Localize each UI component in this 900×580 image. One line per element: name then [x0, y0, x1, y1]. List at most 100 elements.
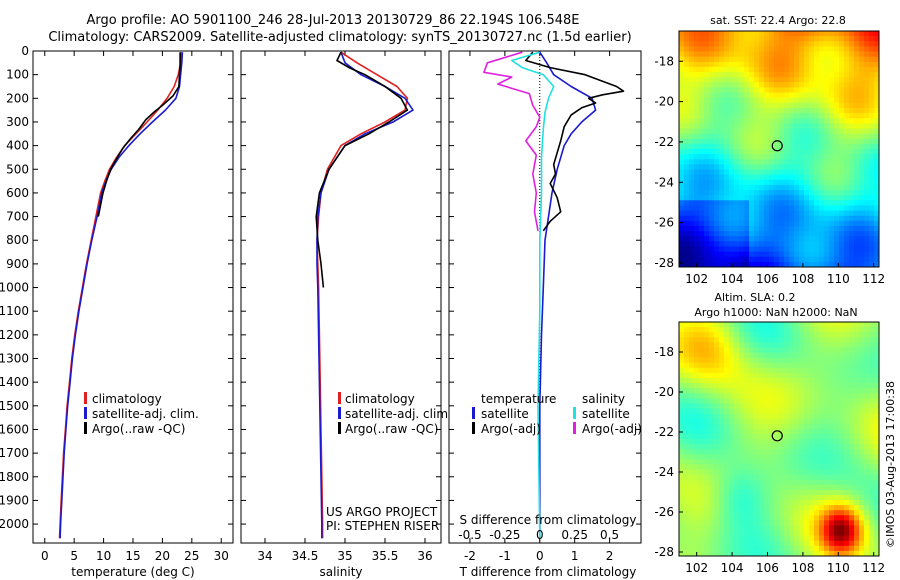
heatmap-cell [804, 51, 810, 58]
heatmap-cell [829, 251, 835, 258]
heatmap-cell [699, 36, 705, 42]
heatmap-cell [704, 200, 710, 206]
heatmap-cell [824, 388, 830, 394]
heatmap-cell [869, 61, 875, 68]
heatmap-cell [699, 41, 705, 47]
heatmap-cell [799, 159, 805, 165]
heatmap-cell [874, 179, 880, 186]
heatmap-cell [679, 87, 685, 93]
heatmap-cell [859, 515, 865, 521]
heatmap-cell [719, 251, 725, 258]
heatmap-cell [874, 113, 880, 119]
heatmap-cell [724, 97, 730, 104]
heatmap-cell [749, 102, 755, 109]
heatmap-cell [739, 530, 745, 537]
heatmap-cell [859, 535, 865, 542]
heatmap-cell [779, 231, 785, 237]
heatmap-cell [744, 241, 750, 247]
heatmap-cell [729, 357, 735, 364]
heatmap-cell [679, 327, 685, 333]
heatmap-cell [709, 31, 715, 37]
heatmap-cell [699, 428, 705, 435]
heatmap-cell [759, 418, 765, 425]
heatmap-cell [749, 200, 755, 206]
heatmap-cell [699, 362, 705, 369]
heatmap-cell [679, 56, 685, 63]
heatmap-cell [799, 154, 805, 160]
heatmap-cell [819, 92, 825, 99]
heatmap-cell [694, 138, 700, 145]
heatmap-cell [849, 525, 855, 531]
heatmap-cell [864, 525, 870, 531]
heatmap-cell [864, 515, 870, 521]
heatmap-cell [804, 525, 810, 531]
heatmap-cell [709, 505, 715, 511]
heatmap-cell [789, 408, 795, 414]
heatmap-cell [729, 367, 735, 374]
heatmap-cell [874, 72, 880, 78]
heatmap-cell [699, 413, 705, 420]
heatmap-cell [789, 383, 795, 389]
heatmap-cell [849, 500, 855, 506]
heatmap-cell [719, 428, 725, 435]
lon-tick-label: 112 [862, 272, 885, 286]
heatmap-cell [704, 118, 710, 124]
heatmap-cell [754, 357, 760, 364]
heatmap-cell [739, 520, 745, 526]
heatmap-cell [709, 246, 715, 253]
heatmap-cell [824, 190, 830, 196]
heatmap-cell [759, 510, 765, 516]
heatmap-cell [789, 97, 795, 104]
heatmap-cell [834, 61, 840, 68]
heatmap-cell [799, 190, 805, 196]
heatmap-cell [744, 82, 750, 88]
heatmap-cell [774, 510, 780, 516]
heatmap-cell [729, 195, 735, 201]
legend-label-satellite: satellite-adj. clim. [92, 407, 199, 421]
heatmap-cell [779, 347, 785, 353]
heatmap-cell [804, 231, 810, 237]
heatmap-cell [784, 107, 790, 114]
heatmap-cell [694, 479, 700, 486]
heatmap-cell [679, 97, 685, 104]
heatmap-cell [869, 102, 875, 109]
salinity-xlabel: salinity [319, 565, 362, 579]
heatmap-cell [699, 332, 705, 338]
heatmap-cell [759, 82, 765, 88]
heatmap-cell [844, 205, 850, 211]
heatmap-cell [874, 225, 880, 232]
x-tick-label: -2 [464, 549, 476, 563]
heatmap-cell [759, 256, 765, 263]
heatmap-cell [724, 190, 730, 196]
heatmap-cell [754, 154, 760, 160]
heatmap-cell [859, 530, 865, 537]
heatmap-cell [824, 494, 830, 501]
heatmap-cell [869, 535, 875, 542]
heatmap-cell [794, 66, 800, 73]
heatmap-cell [824, 454, 830, 460]
heatmap-cell [764, 31, 770, 37]
heatmap-cell [814, 469, 820, 476]
heatmap-cell [844, 107, 850, 114]
heatmap-cell [749, 540, 755, 547]
heatmap-cell [834, 337, 840, 343]
heatmap-cell [709, 190, 715, 196]
lon-tick-label: 110 [827, 272, 850, 286]
heatmap-cell [729, 174, 735, 181]
heatmap-cell [714, 41, 720, 47]
heatmap-cell [759, 149, 765, 155]
heatmap-cell [749, 510, 755, 516]
heatmap-cell [794, 51, 800, 58]
heatmap-cell [824, 41, 830, 47]
heatmap-cell [789, 87, 795, 93]
heatmap-cell [779, 215, 785, 222]
heatmap-cell [869, 489, 875, 496]
heatmap-cell [729, 102, 735, 109]
heatmap-cell [814, 261, 820, 268]
heatmap-cell [749, 418, 755, 425]
heatmap-cell [704, 474, 710, 481]
heatmap-cell [694, 56, 700, 63]
heatmap-cell [819, 530, 825, 537]
heatmap-cell [729, 220, 735, 227]
